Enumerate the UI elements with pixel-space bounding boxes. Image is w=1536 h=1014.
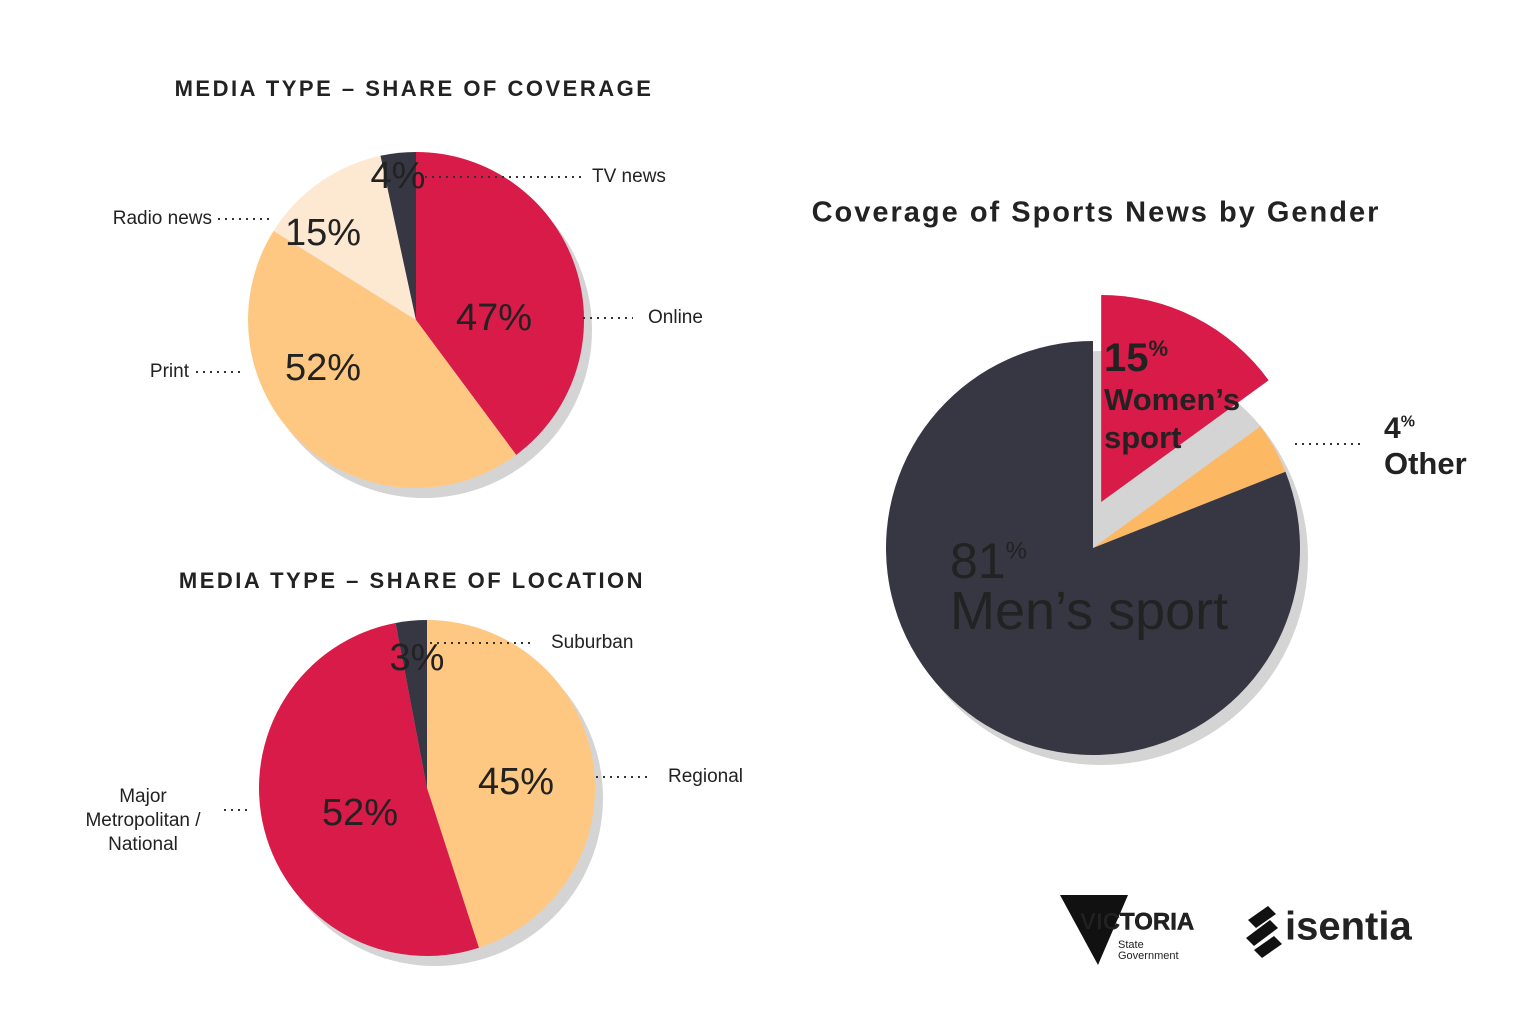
label-line: Print bbox=[150, 361, 190, 382]
logo-shape bbox=[1060, 895, 1128, 965]
label-line: sport bbox=[1104, 420, 1182, 455]
pie-slice bbox=[248, 230, 517, 488]
pie-slice bbox=[395, 620, 427, 788]
category-label: TV news bbox=[592, 166, 666, 187]
pie-slice bbox=[273, 155, 416, 320]
pie-slice bbox=[1101, 294, 1269, 502]
chart-title: Coverage of Sports News by Gender bbox=[812, 197, 1381, 229]
category-label: Men’s sport bbox=[950, 581, 1228, 641]
chart-title: MEDIA TYPE – SHARE OF LOCATION bbox=[179, 568, 645, 593]
value-label: 47% bbox=[456, 297, 532, 339]
pie-slice bbox=[885, 341, 1300, 755]
value-label: 15% bbox=[1104, 336, 1168, 380]
logo-text: VICTORIA bbox=[1080, 908, 1194, 935]
value-label: 4% bbox=[1384, 412, 1415, 445]
category-label: Regional bbox=[668, 766, 743, 787]
value-label: 15% bbox=[285, 212, 361, 254]
value-number: 4 bbox=[1384, 412, 1401, 445]
label-line: Online bbox=[648, 307, 703, 328]
label-line: Women’s bbox=[1104, 382, 1240, 417]
logo-text: isentia bbox=[1285, 905, 1412, 949]
label-line: TV news bbox=[592, 166, 666, 187]
value-label: 52% bbox=[322, 792, 398, 834]
category-label: Suburban bbox=[551, 632, 633, 653]
isentia-logo: isentia bbox=[1246, 905, 1412, 958]
value-label: 45% bbox=[478, 761, 554, 803]
label-line: Radio news bbox=[113, 208, 212, 229]
category-label: Women’s sport bbox=[1104, 382, 1240, 455]
category-label: Major Metropolitan / National bbox=[85, 786, 201, 855]
value-unit: % bbox=[1006, 538, 1027, 565]
value-label: 3% bbox=[390, 637, 445, 679]
category-label: Online bbox=[648, 307, 703, 328]
value-label: 52% bbox=[285, 347, 361, 389]
logo-shape bbox=[1246, 906, 1282, 958]
category-label: Other bbox=[1384, 446, 1467, 481]
pie-slice bbox=[1093, 426, 1286, 548]
chart-title: MEDIA TYPE – SHARE OF COVERAGE bbox=[175, 76, 654, 101]
label-line: Regional bbox=[668, 766, 743, 787]
label-line: Men’s sport bbox=[950, 581, 1228, 641]
label-line: Suburban bbox=[551, 632, 633, 653]
pie-slice bbox=[258, 622, 479, 957]
pie-slice bbox=[416, 152, 584, 455]
value-label: 81% bbox=[950, 533, 1027, 589]
pie-slice bbox=[380, 152, 416, 320]
label-line: Other bbox=[1384, 446, 1467, 481]
value-unit: % bbox=[1401, 414, 1415, 431]
label-line: National bbox=[108, 834, 178, 855]
pie-slice bbox=[427, 620, 595, 948]
category-label: Radio news bbox=[113, 208, 212, 229]
value-label: 4% bbox=[371, 155, 426, 197]
value-unit: % bbox=[1149, 336, 1169, 361]
logo-text: Government bbox=[1118, 950, 1179, 962]
value-number: 15 bbox=[1104, 336, 1149, 380]
victoria-logo: VICTORIA State Government bbox=[1060, 895, 1194, 965]
category-label: Print bbox=[150, 361, 190, 382]
label-line: Metropolitan / bbox=[85, 810, 201, 831]
value-number: 81 bbox=[950, 533, 1006, 589]
label-line: Major bbox=[119, 786, 167, 807]
logo-text: State bbox=[1118, 939, 1144, 951]
